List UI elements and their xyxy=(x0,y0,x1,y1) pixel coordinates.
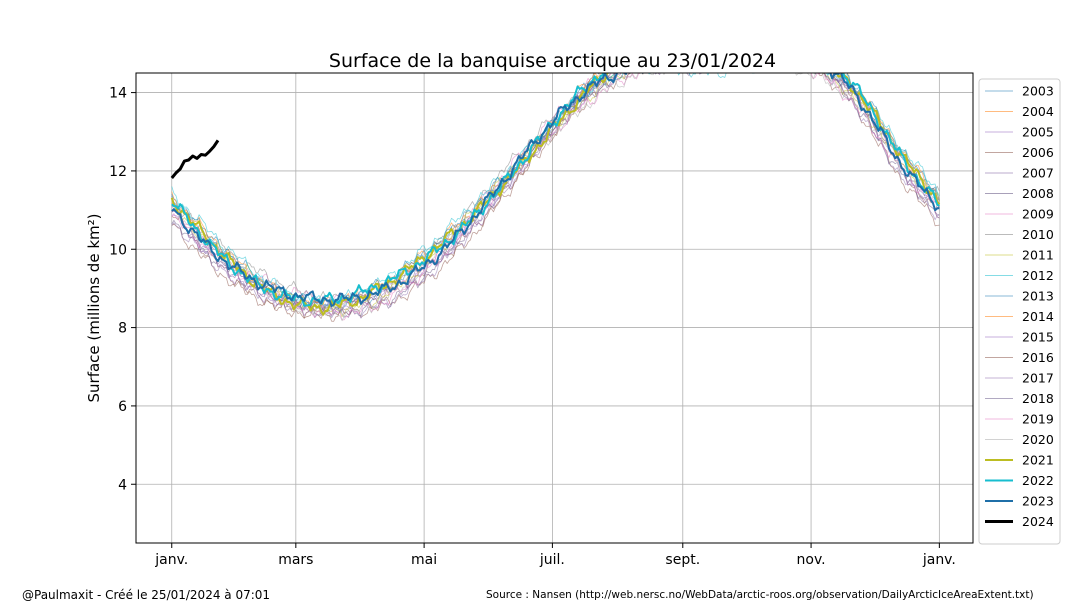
series-line-2021 xyxy=(170,73,941,316)
legend-label-2005: 2005 xyxy=(1022,125,1054,140)
legend-label-2024: 2024 xyxy=(1022,514,1054,529)
y-tick-label-5: 14 xyxy=(109,86,127,102)
series-group xyxy=(170,73,941,322)
legend-label-2018: 2018 xyxy=(1022,391,1054,406)
x-tick-label-1: mars xyxy=(278,552,313,568)
series-line-2022 xyxy=(171,73,940,307)
legend-label-2008: 2008 xyxy=(1022,186,1054,201)
plot-frame xyxy=(135,72,974,544)
legend-label-2022: 2022 xyxy=(1022,473,1054,488)
data-source: Source : Nansen (http://web.nersc.no/Web… xyxy=(486,589,1034,601)
legend-label-2023: 2023 xyxy=(1022,494,1054,509)
legend-label-2007: 2007 xyxy=(1022,166,1054,181)
legend-label-2017: 2017 xyxy=(1022,371,1054,386)
series-line-2005 xyxy=(171,73,940,314)
legend-label-2006: 2006 xyxy=(1022,145,1054,160)
x-tick-label-2: mai xyxy=(411,552,437,568)
series-line-2018 xyxy=(171,73,940,318)
series-line-2023 xyxy=(171,73,940,308)
legend-label-2019: 2019 xyxy=(1022,412,1054,427)
x-tick-label-5: nov. xyxy=(797,552,826,568)
legend-label-2012: 2012 xyxy=(1022,268,1054,283)
legend-label-2003: 2003 xyxy=(1022,84,1054,99)
legend-label-2014: 2014 xyxy=(1022,309,1054,324)
y-tick-label-0: 4 xyxy=(118,477,127,493)
x-tick-label-3: juil. xyxy=(539,552,565,568)
series-line-2020 xyxy=(171,73,940,322)
legend-label-2021: 2021 xyxy=(1022,453,1054,468)
series-line-2010 xyxy=(171,73,940,305)
legend-label-2020: 2020 xyxy=(1022,432,1054,447)
legend-label-2009: 2009 xyxy=(1022,207,1054,222)
x-tick-label-6: janv. xyxy=(922,552,956,568)
series-line-2019 xyxy=(171,73,940,321)
y-tick-label-1: 6 xyxy=(118,399,127,415)
legend-label-2011: 2011 xyxy=(1022,248,1054,263)
y-tick-label-2: 8 xyxy=(118,321,127,337)
legend-label-2016: 2016 xyxy=(1022,350,1054,365)
series-line-2024 xyxy=(170,139,220,179)
y-tick-label-4: 12 xyxy=(109,164,127,180)
x-tick-label-0: janv. xyxy=(154,552,188,568)
series-line-2012 xyxy=(171,73,940,307)
y-axis-label: Surface (millions de km²) xyxy=(85,214,103,403)
series-line-2007 xyxy=(171,73,940,311)
legend-label-2013: 2013 xyxy=(1022,289,1054,304)
legend-label-2015: 2015 xyxy=(1022,330,1054,345)
series-line-2015 xyxy=(171,73,940,316)
series-line-2011 xyxy=(171,73,940,317)
series-line-2016 xyxy=(171,73,940,322)
x-tick-label-4: sept. xyxy=(665,552,700,568)
legend-box xyxy=(978,78,1061,545)
y-tick-label-3: 10 xyxy=(109,242,127,258)
chart-title: Surface de la banquise arctique au 23/01… xyxy=(329,50,776,72)
legend-label-2010: 2010 xyxy=(1022,227,1054,242)
legend-label-2004: 2004 xyxy=(1022,104,1054,119)
author-credit: @Paulmaxit - Créé le 25/01/2024 à 07:01 xyxy=(22,588,271,602)
